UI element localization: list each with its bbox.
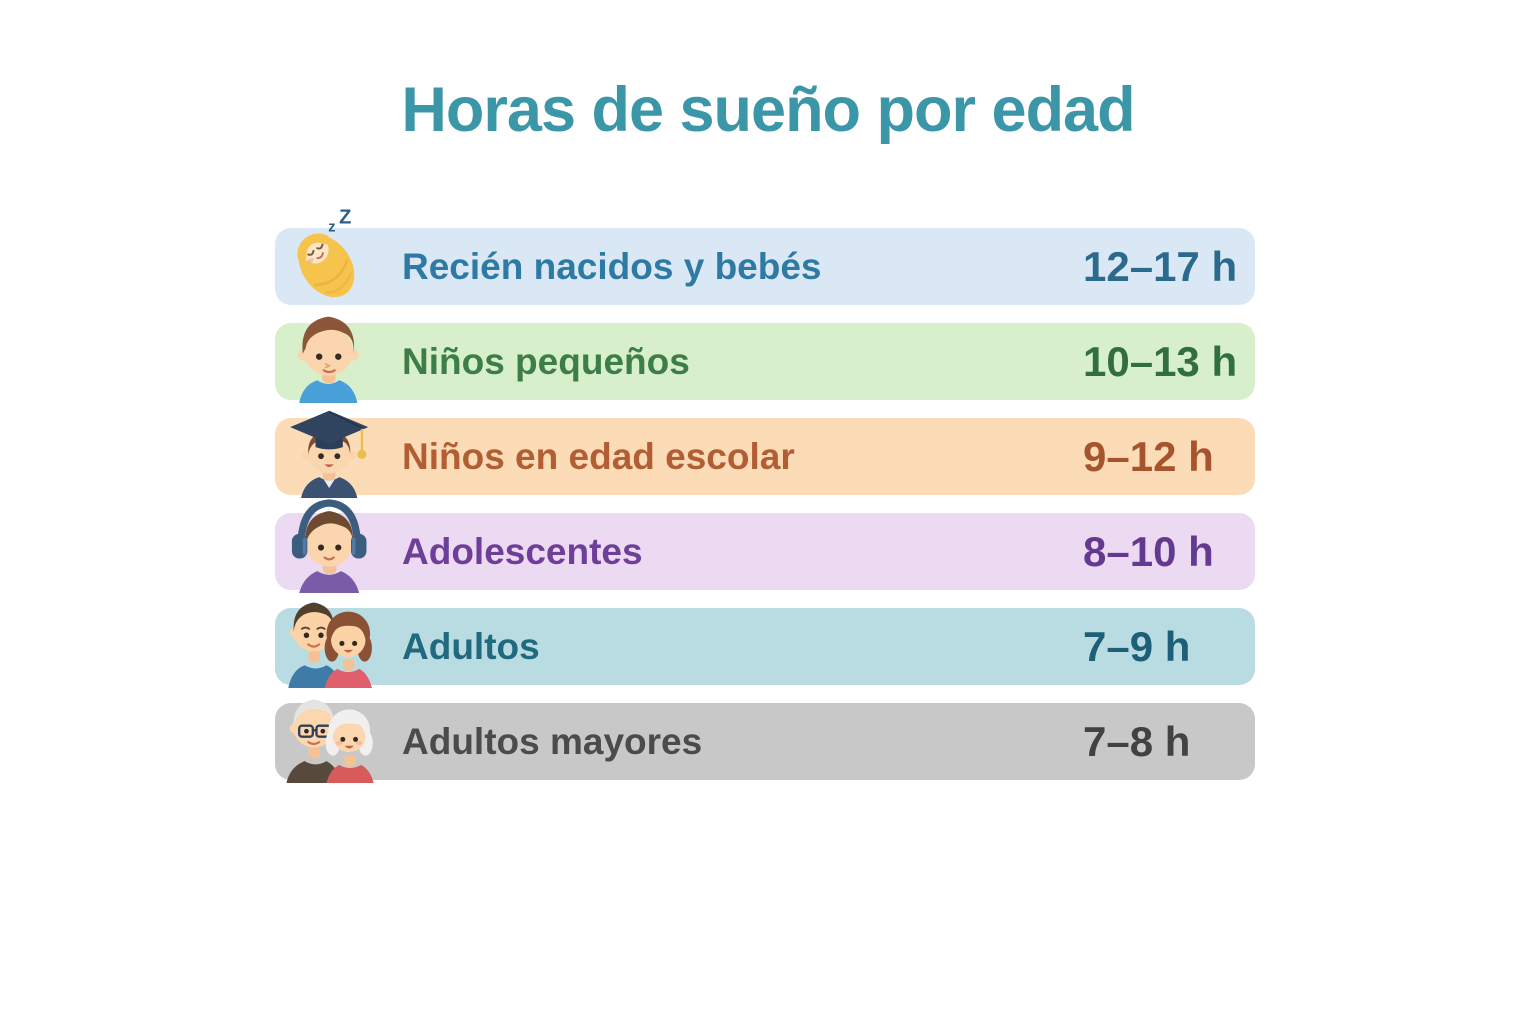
row-teens: Adolescentes 8–10 h bbox=[275, 499, 1255, 593]
adult-couple-icon bbox=[281, 588, 381, 688]
row-adults: Adultos 7–9 h bbox=[275, 602, 1255, 688]
age-group-label: Adultos mayores bbox=[402, 720, 703, 762]
age-group-label: Recién nacidos y bebés bbox=[402, 245, 822, 287]
sleep-hours-value: 10–13 h bbox=[1083, 337, 1238, 385]
row-newborns: z Z Recién nacidos y bebés 12–17 h bbox=[275, 206, 1255, 305]
age-group-label: Adolescentes bbox=[402, 530, 643, 572]
svg-text:z: z bbox=[328, 220, 335, 236]
row-toddlers: Niños pequeños 10–13 h bbox=[275, 316, 1255, 403]
age-group-rows: z Z Recién nacidos y bebés 12–17 h bbox=[275, 206, 1255, 798]
senior-couple-icon bbox=[281, 683, 381, 783]
teen-headphones-icon bbox=[281, 493, 381, 593]
sleep-hours-value: 9–12 h bbox=[1083, 432, 1214, 480]
page-title: Horas de sueño por edad bbox=[401, 75, 1135, 145]
sleep-hours-value: 7–9 h bbox=[1083, 622, 1191, 670]
sleep-hours-value: 12–17 h bbox=[1083, 242, 1238, 290]
svg-text:Z: Z bbox=[339, 206, 351, 228]
sleep-hours-value: 7–8 h bbox=[1083, 717, 1191, 765]
graduate-child-icon bbox=[281, 398, 381, 498]
age-group-label: Adultos bbox=[402, 625, 540, 667]
age-group-label: Niños en edad escolar bbox=[402, 435, 795, 477]
row-seniors: Adultos mayores 7–8 h bbox=[275, 699, 1255, 783]
age-group-label: Niños pequeños bbox=[402, 340, 690, 382]
sleeping-baby-icon: z Z bbox=[281, 206, 381, 308]
toddler-boy-icon bbox=[281, 303, 381, 403]
sleep-hours-value: 8–10 h bbox=[1083, 527, 1214, 575]
row-school-age: Niños en edad escolar 9–12 h bbox=[275, 410, 1255, 498]
